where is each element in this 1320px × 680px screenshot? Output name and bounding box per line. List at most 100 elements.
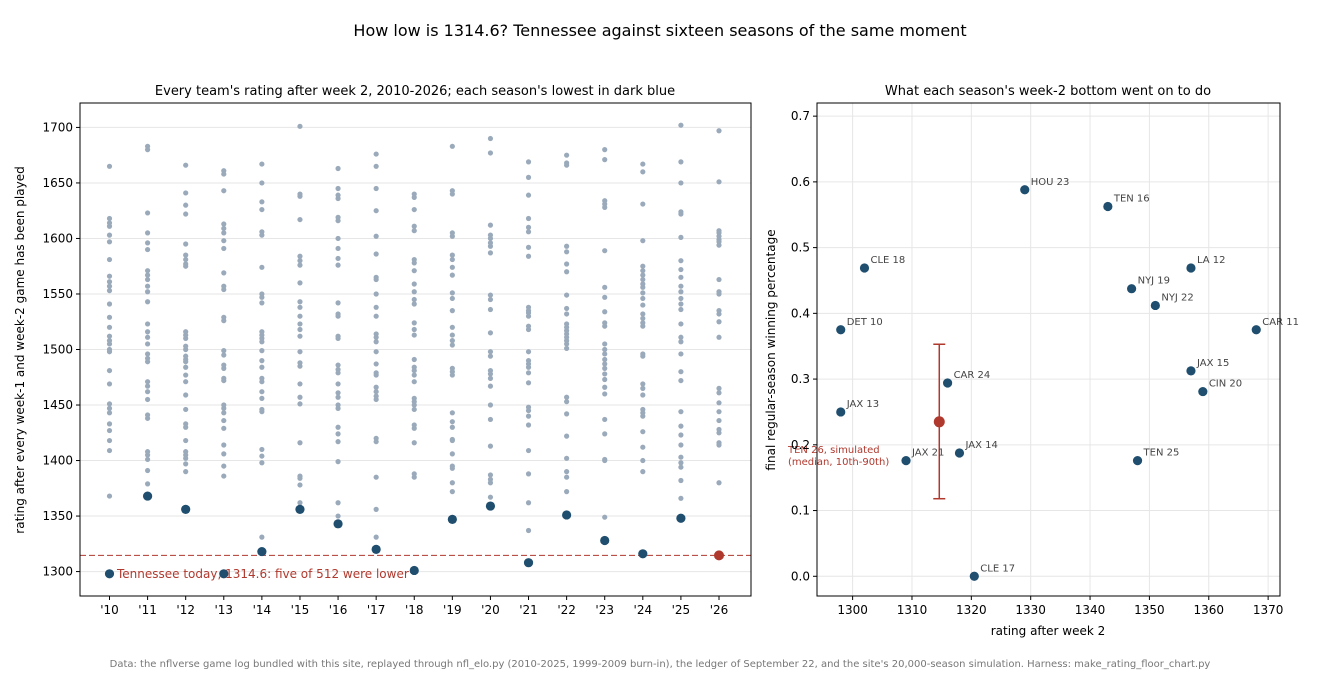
team-dot xyxy=(221,245,227,252)
team-dot xyxy=(678,295,684,302)
team-dot xyxy=(525,253,532,259)
left-x-tick-label: '24 xyxy=(634,603,653,617)
team-dot xyxy=(259,358,265,364)
team-dot xyxy=(564,261,570,267)
season-low-point xyxy=(600,535,610,546)
right-y-tick-label: 0.6 xyxy=(791,175,810,189)
team-dot xyxy=(525,326,532,333)
season-low-point xyxy=(219,569,229,579)
team-dot xyxy=(564,269,570,275)
team-dot xyxy=(297,500,303,506)
team-dot xyxy=(259,232,265,238)
team-dot xyxy=(602,284,608,290)
team-dot xyxy=(221,451,227,457)
team-dot xyxy=(106,493,113,499)
team-dot xyxy=(678,464,684,470)
right-y-tick-label: 0.2 xyxy=(791,438,810,452)
team-dot xyxy=(525,174,532,180)
team-dot xyxy=(640,457,646,464)
team-dot xyxy=(411,474,417,480)
team-dot xyxy=(335,262,341,268)
team-dot xyxy=(564,394,570,400)
team-dot xyxy=(411,289,417,295)
team-dot xyxy=(487,330,494,336)
team-dot xyxy=(564,162,570,168)
team-dot xyxy=(144,230,151,236)
team-dot xyxy=(144,379,151,385)
left-x-tick-label: '23 xyxy=(595,603,614,617)
team-dot xyxy=(716,276,722,283)
team-dot xyxy=(487,443,494,449)
team-dot xyxy=(221,238,227,244)
season-bottom-point xyxy=(1186,263,1196,273)
team-dot xyxy=(525,447,532,454)
team-dot xyxy=(106,215,113,222)
team-dot xyxy=(335,195,341,202)
team-dot xyxy=(449,324,455,330)
team-dot xyxy=(487,494,494,500)
team-dot xyxy=(716,442,722,448)
team-dot xyxy=(373,474,379,480)
team-dot xyxy=(678,306,684,313)
team-dot xyxy=(487,243,494,249)
team-dot xyxy=(373,291,379,297)
team-dot xyxy=(259,379,265,385)
team-dot xyxy=(221,286,227,293)
team-dot xyxy=(106,447,113,454)
team-dot xyxy=(221,377,227,384)
team-dot xyxy=(221,425,227,431)
team-dot xyxy=(259,453,265,459)
team-dot xyxy=(144,389,151,395)
team-dot xyxy=(106,239,113,245)
team-dot xyxy=(678,339,684,345)
team-dot xyxy=(259,199,265,205)
left-y-axis-label: rating after every week-1 and week-2 gam… xyxy=(13,166,27,533)
team-dot xyxy=(259,446,265,453)
season-bottom-label: TEN 16 xyxy=(1113,194,1150,205)
team-dot xyxy=(678,274,684,280)
team-dot xyxy=(335,513,341,519)
team-dot xyxy=(449,272,455,278)
team-dot xyxy=(106,288,113,294)
team-dot xyxy=(335,405,341,411)
team-dot xyxy=(221,225,227,232)
season-bottom-label: TEN 25 xyxy=(1143,448,1180,459)
team-dot xyxy=(640,311,646,317)
season-bottom-label: CLE 17 xyxy=(980,563,1015,574)
left-y-tick-label: 1600 xyxy=(42,231,73,245)
team-dot xyxy=(297,123,303,129)
season-low-point xyxy=(485,501,496,511)
season-bottom-label: JAX 13 xyxy=(846,399,879,410)
team-dot xyxy=(297,299,303,305)
team-dot xyxy=(335,394,341,400)
season-bottom-point xyxy=(1103,201,1113,212)
season-low-point xyxy=(562,510,572,520)
team-dot xyxy=(144,272,151,278)
team-dot xyxy=(259,348,265,354)
right-y-tick-label: 0.5 xyxy=(791,241,810,255)
team-dot xyxy=(678,258,684,264)
team-dot xyxy=(183,335,189,341)
team-dot xyxy=(144,359,151,365)
team-dot xyxy=(640,238,646,244)
team-dot xyxy=(411,406,417,413)
team-dot xyxy=(297,262,303,268)
team-dot xyxy=(335,459,341,465)
team-dot xyxy=(678,283,684,289)
team-dot xyxy=(144,481,151,487)
team-dot xyxy=(411,260,417,266)
team-dot xyxy=(259,264,265,270)
left-x-tick-label: '15 xyxy=(291,603,310,617)
team-dot xyxy=(373,396,379,403)
team-dot xyxy=(602,147,608,153)
season-low-point xyxy=(181,504,191,514)
team-dot xyxy=(678,454,684,460)
season-low-point xyxy=(371,544,381,554)
figure-title: How low is 1314.6? Tennessee against six… xyxy=(353,21,966,40)
team-dot xyxy=(221,270,227,276)
season-bottom-label: NYJ 19 xyxy=(1138,276,1170,287)
team-dot xyxy=(221,410,227,416)
team-dot xyxy=(602,341,608,347)
team-dot xyxy=(678,460,684,466)
